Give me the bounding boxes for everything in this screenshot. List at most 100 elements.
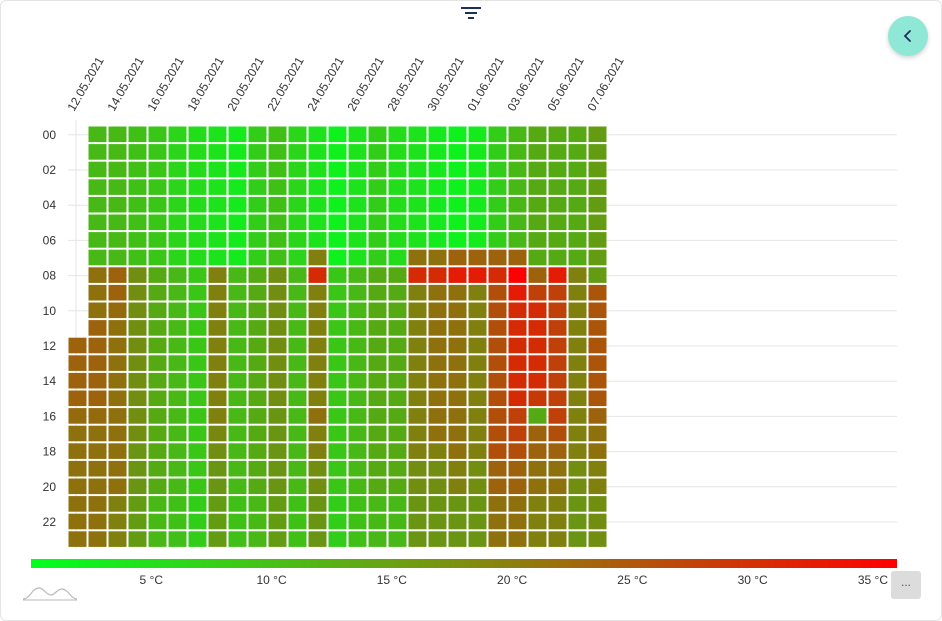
heatmap-cell	[548, 531, 567, 547]
heatmap-cell	[348, 249, 367, 266]
heatmap-cell	[288, 531, 307, 547]
heatmap-cell	[128, 126, 147, 143]
heatmap-cell	[428, 355, 447, 371]
filter-button[interactable]	[460, 4, 482, 22]
heatmap-cell	[188, 144, 207, 160]
heatmap-cell	[268, 496, 287, 512]
heatmap-cell	[588, 126, 607, 143]
heatmap-cell	[248, 443, 267, 459]
heatmap-cell	[508, 126, 527, 143]
heatmap-cell	[408, 232, 427, 248]
heatmap-cell	[388, 161, 407, 178]
heatmap-cell	[268, 126, 287, 143]
heatmap-cell	[68, 355, 87, 371]
heatmap-cell	[428, 302, 447, 319]
heatmap-cell	[268, 232, 287, 248]
heatmap-cell	[128, 390, 147, 407]
heatmap-cell	[468, 496, 487, 512]
heatmap-cell	[408, 372, 427, 389]
heatmap-cell	[148, 214, 167, 231]
heatmap-cell	[148, 531, 167, 547]
heatmap-cell	[268, 337, 287, 354]
heatmap-cell	[248, 478, 267, 495]
heatmap-cell	[248, 284, 267, 301]
heatmap-cell	[308, 443, 327, 459]
heatmap-cell	[588, 249, 607, 266]
x-tick-label: 16.05.2021	[144, 54, 186, 113]
heatmap-cell	[548, 284, 567, 301]
heatmap-cell	[548, 513, 567, 530]
heatmap-cell	[108, 144, 127, 160]
heatmap-cell	[228, 267, 247, 283]
heatmap-cell	[188, 179, 207, 195]
heatmap-cell	[168, 214, 187, 231]
heatmap-cell	[188, 496, 207, 512]
heatmap-cell	[88, 126, 107, 143]
heatmap-cell	[528, 302, 547, 319]
heatmap-cell	[448, 302, 467, 319]
heatmap-cell	[348, 531, 367, 547]
heatmap-cell	[68, 408, 87, 424]
heatmap-cell	[368, 513, 387, 530]
heatmap-cell	[228, 179, 247, 195]
heatmap-cell	[128, 232, 147, 248]
heatmap-cell	[548, 302, 567, 319]
heatmap-cell	[348, 478, 367, 495]
heatmap-cell	[388, 531, 407, 547]
heatmap-cell	[508, 214, 527, 231]
heatmap-cell	[548, 478, 567, 495]
heatmap-cell	[408, 267, 427, 283]
heatmap-cell	[388, 302, 407, 319]
heatmap-cell	[488, 232, 507, 248]
heatmap-cell	[148, 513, 167, 530]
heatmap-cell	[268, 443, 287, 459]
heatmap-cell	[68, 531, 87, 547]
heatmap-cell	[488, 408, 507, 424]
heatmap-cell	[428, 443, 447, 459]
heatmap-cell	[588, 161, 607, 178]
heatmap-cell	[588, 390, 607, 407]
heatmap-cell	[248, 531, 267, 547]
heatmap-cell	[368, 496, 387, 512]
heatmap-cell	[408, 302, 427, 319]
heatmap-cell	[568, 179, 587, 195]
heatmap-cell	[108, 390, 127, 407]
heatmap-cell	[488, 337, 507, 354]
heatmap-cell	[68, 478, 87, 495]
heatmap-cell	[348, 302, 367, 319]
heatmap-cell	[508, 249, 527, 266]
collapse-button[interactable]	[888, 16, 928, 56]
heatmap-cell	[348, 425, 367, 442]
heatmap-cell	[528, 513, 547, 530]
heatmap-cell	[348, 144, 367, 160]
heatmap-cell	[468, 249, 487, 266]
heatmap-cell	[148, 126, 167, 143]
legend-tick-label: 20 °C	[497, 573, 527, 587]
heatmap-cell	[288, 460, 307, 477]
heatmap-cell	[428, 284, 447, 301]
heatmap-cell	[568, 196, 587, 213]
heatmap-cell	[168, 372, 187, 389]
heatmap-cell	[328, 408, 347, 424]
heatmap-cell	[528, 249, 547, 266]
heatmap-cell	[168, 267, 187, 283]
heatmap-cell	[168, 302, 187, 319]
heatmap-cell	[488, 249, 507, 266]
heatmap-cell	[388, 126, 407, 143]
heatmap-cell	[128, 531, 147, 547]
heatmap-cell	[88, 302, 107, 319]
heatmap-cell	[288, 408, 307, 424]
heatmap-cell	[508, 513, 527, 530]
heatmap-cell	[528, 496, 547, 512]
heatmap-cell	[488, 496, 507, 512]
more-options-button[interactable]: ...	[891, 571, 921, 599]
heatmap-cell	[228, 390, 247, 407]
heatmap-cell	[208, 249, 227, 266]
heatmap-cell	[548, 179, 567, 195]
heatmap-cell	[128, 372, 147, 389]
heatmap-cell	[168, 478, 187, 495]
heatmap-cell	[368, 425, 387, 442]
heatmap-cell	[208, 372, 227, 389]
heatmap-cell	[228, 425, 247, 442]
heatmap-cell	[208, 390, 227, 407]
